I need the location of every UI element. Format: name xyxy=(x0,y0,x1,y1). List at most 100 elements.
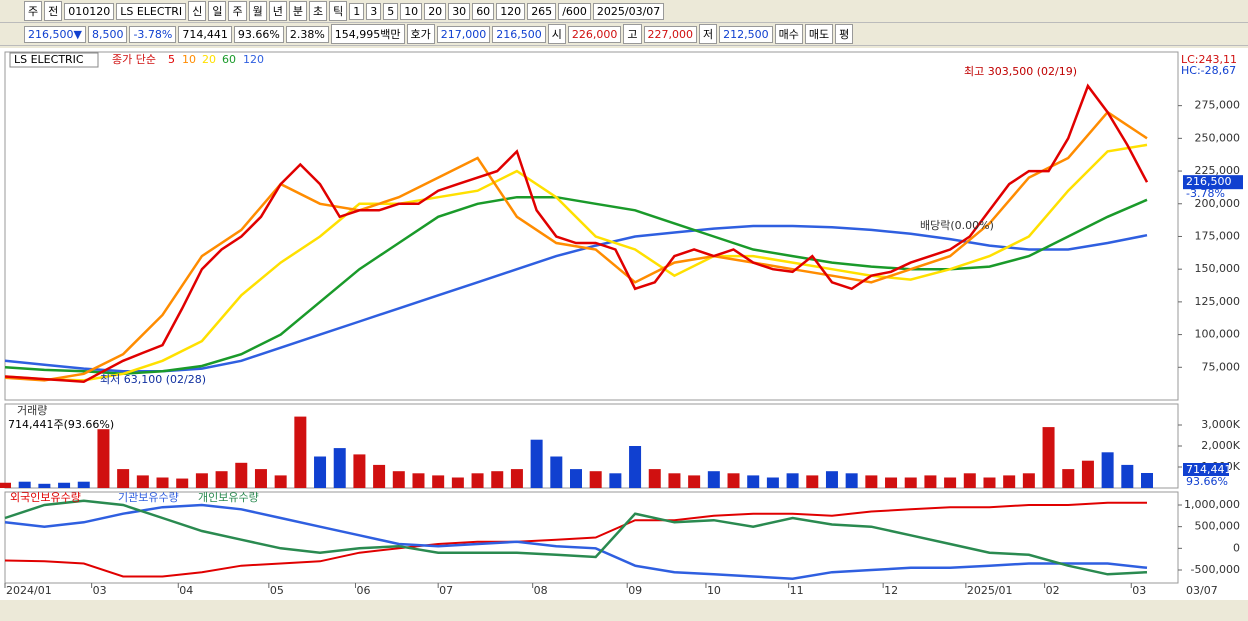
annotation: 최저 63,100 (02/28) xyxy=(100,373,206,386)
toolbar-item[interactable]: 1 xyxy=(349,2,365,20)
volume-bar xyxy=(215,471,228,488)
x-tick-label: 06 xyxy=(356,584,370,597)
volume-bar xyxy=(156,477,169,488)
x-tick-label: 08 xyxy=(534,584,548,597)
volume-bar xyxy=(1081,460,1094,488)
volume-bar xyxy=(1022,473,1035,488)
toolbar-item[interactable]: 년 xyxy=(268,1,287,21)
volume-bar xyxy=(1062,469,1075,488)
toolbar-item: 고 xyxy=(623,24,642,44)
legend-entry: 60 xyxy=(222,53,236,66)
toolbar-item[interactable]: 010120 xyxy=(64,2,115,20)
y-tick-label: -500,000 xyxy=(1191,563,1240,576)
toolbar-item[interactable]: 30 xyxy=(448,2,471,20)
y-tick-label: 275,000 xyxy=(1195,99,1241,112)
volume-bar xyxy=(629,446,642,488)
toolbar-item: 154,995백만 xyxy=(330,24,405,44)
x-tick-label: 03 xyxy=(93,584,107,597)
toolbar-item[interactable]: 월 xyxy=(248,1,267,21)
toolbar-item: 매도 xyxy=(804,24,834,44)
y-tick-label: 3,000K xyxy=(1201,418,1240,431)
toolbar-item[interactable]: /600 xyxy=(558,2,591,20)
toolbar-item[interactable]: 265 xyxy=(527,2,557,20)
y-tick-label: 150,000 xyxy=(1195,262,1241,275)
x-end-label: 03/07 xyxy=(1186,584,1218,597)
toolbar-item: 시 xyxy=(547,24,566,44)
volume-bar xyxy=(944,477,957,488)
x-tick-label: 03 xyxy=(1132,584,1146,597)
toolbar-item[interactable]: 틱 xyxy=(329,1,348,21)
toolbar-item[interactable]: LS ELECTRI xyxy=(116,2,187,20)
legend-entry: 외국인보유수량 xyxy=(10,491,81,504)
volume-bar xyxy=(1042,427,1055,488)
toolbar-item[interactable]: 60 xyxy=(472,2,495,20)
toolbar-item[interactable]: 20 xyxy=(424,2,447,20)
volume-bar xyxy=(727,473,740,488)
volume-bar xyxy=(668,473,681,488)
series-line xyxy=(4,499,1148,576)
volume-ratio: 93.66% xyxy=(1186,475,1228,488)
x-tick-label: 05 xyxy=(270,584,284,597)
toolbar-item: 227,000 xyxy=(643,25,698,43)
change-rate: -3.78% xyxy=(1186,187,1225,200)
volume-bar xyxy=(412,473,425,488)
toolbar-item: 714,441 xyxy=(178,25,232,43)
toolbar-item[interactable]: 3 xyxy=(366,2,382,20)
y-tick-label: 100,000 xyxy=(1195,328,1241,341)
volume-bar xyxy=(58,482,71,488)
holding-panel xyxy=(4,491,1179,584)
toolbar-item: 217,000 xyxy=(436,25,491,43)
x-tick-label: 2024/01 xyxy=(6,584,52,597)
toolbar-item[interactable]: 일 xyxy=(208,1,227,21)
toolbar-item[interactable]: 주 xyxy=(24,1,43,21)
toolbar-item[interactable]: 분 xyxy=(288,1,307,21)
right-label: LC:243,11 xyxy=(1181,53,1237,66)
volume-bar xyxy=(314,456,327,488)
y-tick-label: 225,000 xyxy=(1195,164,1241,177)
toolbar-item[interactable]: 신 xyxy=(188,1,207,21)
volume-bar xyxy=(589,471,602,488)
scrollbar[interactable] xyxy=(0,600,1248,621)
volume-bar xyxy=(825,471,838,488)
toolbar-item[interactable]: 120 xyxy=(496,2,526,20)
legend-entry: 기관보유수량 xyxy=(118,491,179,504)
y-tick-label: 125,000 xyxy=(1195,295,1241,308)
legend-entry: 10 xyxy=(182,53,196,66)
y-tick-label: 2,000K xyxy=(1201,439,1240,452)
volume-bar xyxy=(373,464,386,488)
y-tick-label: 500,000 xyxy=(1195,520,1241,533)
toolbar-item[interactable]: 전 xyxy=(44,1,63,21)
right-label: HC:-28,67 xyxy=(1181,64,1236,77)
volume-bar xyxy=(924,475,937,488)
volume-bar xyxy=(688,475,701,488)
volume-bar xyxy=(235,462,248,488)
ma-line xyxy=(4,195,1148,376)
ma-line xyxy=(4,83,1149,383)
toolbar-item[interactable]: 초 xyxy=(308,1,328,21)
volume-bar xyxy=(451,477,464,488)
toolbar-item[interactable]: 주 xyxy=(228,1,247,21)
volume-bar xyxy=(1101,452,1114,488)
legend-entry: 120 xyxy=(243,53,264,66)
toolbar-item: 평 xyxy=(835,24,854,44)
y-tick-label: 0 xyxy=(1233,541,1240,554)
volume-bar xyxy=(1141,472,1153,488)
volume-bar xyxy=(333,448,346,488)
volume-bar xyxy=(471,473,484,488)
series-line xyxy=(4,503,1148,580)
volume-bar xyxy=(806,475,819,488)
quote-row: 216,500▼ 8,500 -3.78% 714,441 93.66% 2.38% 154… xyxy=(0,23,1248,46)
legend-title: 종가 단순 xyxy=(112,53,156,66)
toolbar-item: 2.38% xyxy=(285,25,329,43)
panel-subtitle: 714,441주(93.66%) xyxy=(8,418,114,431)
volume-bar xyxy=(885,477,898,488)
volume-bar xyxy=(766,477,779,488)
price-box xyxy=(1183,175,1243,190)
annotation: 배당락(0.00%) xyxy=(920,219,994,232)
volume-bar xyxy=(530,439,543,488)
toolbar-item[interactable]: 10 xyxy=(400,2,423,20)
toolbar-item[interactable]: 5 xyxy=(383,2,399,20)
toolbar-item[interactable]: 2025/03/07 xyxy=(592,2,665,20)
volume-bar xyxy=(392,471,405,488)
volume-bar xyxy=(865,475,878,488)
